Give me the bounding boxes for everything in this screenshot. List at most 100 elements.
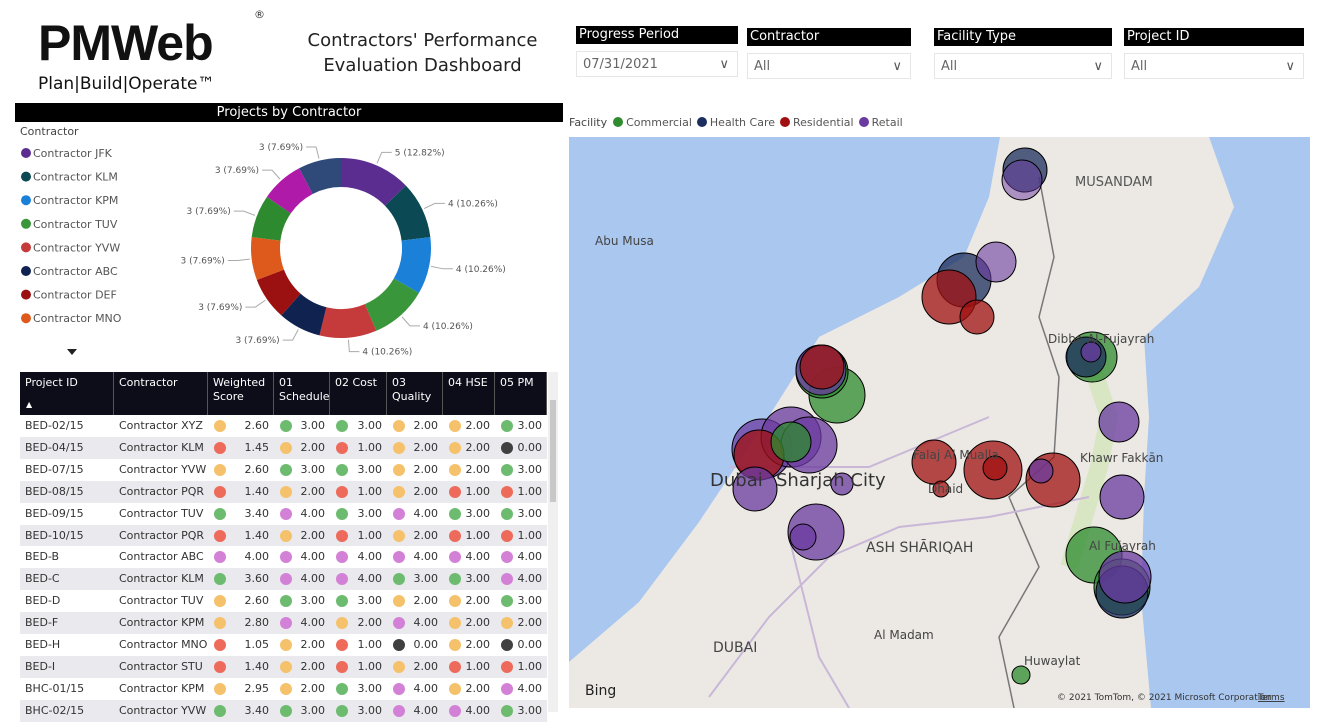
filter-dropdown[interactable]: All ∨	[747, 53, 911, 79]
donut-segment[interactable]	[384, 185, 431, 241]
table-cell: Contractor YVW	[119, 703, 207, 717]
score-value: 4.00	[465, 703, 491, 717]
score-value: 1.00	[517, 528, 543, 542]
donut-segment[interactable]	[281, 293, 327, 336]
legend-label[interactable]: Contractor TUV	[33, 218, 118, 231]
column-header[interactable]: Project ID	[20, 372, 114, 415]
donut-segment[interactable]	[299, 158, 341, 194]
legend-scroll[interactable]	[67, 349, 77, 355]
legend-label[interactable]: Contractor KPM	[33, 194, 118, 207]
legend-label[interactable]: Health Care	[709, 116, 775, 129]
place-label: DUBAI	[713, 640, 757, 656]
table-cell: BED-09/15	[25, 506, 84, 520]
legend-label[interactable]: Contractor JFK	[33, 147, 113, 160]
legend-label[interactable]: Contractor KLM	[33, 171, 118, 184]
legend-label[interactable]: Contractor MNO	[33, 312, 122, 325]
score-cell: 4.00	[443, 700, 495, 722]
bubble	[830, 472, 854, 496]
score-cell: 1.40	[208, 656, 274, 678]
table-cell: BED-04/15	[25, 440, 84, 454]
column-header[interactable]: 05 PM	[495, 372, 547, 415]
donut-segment[interactable]	[251, 196, 291, 241]
data-label: 5 (12.82%)	[395, 148, 445, 158]
status-dot	[449, 485, 461, 498]
status-dot	[336, 551, 348, 564]
score-value: 1.00	[357, 659, 383, 673]
map-legend: Facility Commercial Health Care Residential…	[569, 116, 908, 130]
status-dot	[214, 420, 226, 432]
score-cell: 2.60	[208, 459, 274, 481]
donut-segment[interactable]	[393, 237, 431, 293]
score-value: 4.00	[413, 703, 439, 717]
score-value: 2.80	[244, 616, 270, 630]
score-value: 1.00	[357, 638, 383, 651]
score-cell: 3.00	[495, 459, 547, 481]
legend-label[interactable]: Commercial	[626, 116, 692, 129]
legend-marker	[21, 218, 31, 229]
donut-segment[interactable]	[251, 237, 284, 280]
score-cell: 4.00	[274, 503, 330, 525]
donut-segment[interactable]	[319, 304, 377, 338]
status-dot	[214, 682, 226, 695]
filter-dropdown[interactable]: All ∨	[1124, 53, 1304, 79]
scrollbar-thumb[interactable]	[550, 400, 556, 502]
table-cell: BED-I	[25, 659, 56, 673]
score-value: 2.00	[413, 419, 439, 432]
score-cell: 4.00	[495, 546, 547, 568]
score-value: 3.00	[413, 572, 439, 586]
scrollbar[interactable]	[548, 372, 558, 712]
score-value: 4.00	[357, 572, 383, 586]
column-header[interactable]: 01 Schedule	[274, 372, 330, 415]
status-dot	[501, 617, 513, 630]
leader-line	[306, 146, 320, 159]
legend-marker	[21, 242, 31, 253]
score-value: 2.00	[357, 616, 383, 630]
donut-segment[interactable]	[364, 278, 419, 331]
status-dot	[280, 463, 292, 476]
status-dot	[501, 639, 513, 651]
legend-marker	[780, 117, 790, 127]
column-header[interactable]: 03 Quality	[387, 372, 443, 415]
score-cell: 2.60	[208, 590, 274, 612]
map-terms[interactable]: Terms	[1257, 693, 1285, 703]
legend-label[interactable]: Contractor ABC	[33, 265, 118, 278]
score-value: 4.00	[517, 550, 543, 564]
column-header[interactable]: 04 HSE	[443, 372, 495, 415]
filter-dropdown[interactable]: 07/31/2021 ∨	[576, 51, 738, 77]
table-cell: Contractor ABC	[119, 550, 204, 564]
column-header[interactable]: Contractor	[114, 372, 208, 415]
status-dot	[214, 507, 226, 520]
status-dot	[280, 704, 292, 717]
status-dot	[449, 507, 461, 520]
legend-label[interactable]: Residential	[793, 116, 854, 129]
legend-marker	[21, 148, 31, 158]
score-value: 4.00	[244, 550, 270, 564]
legend-label[interactable]: Retail	[871, 116, 903, 129]
score-value: 3.00	[300, 594, 326, 608]
legend-label[interactable]: Contractor YVW	[33, 241, 120, 254]
road	[708, 496, 1090, 698]
donut-segment[interactable]	[256, 269, 301, 316]
score-cell: 2.00	[443, 415, 495, 437]
score-cell: 1.00	[443, 525, 495, 547]
table-cell: BED-H	[25, 638, 61, 651]
column-header[interactable]: 02 Cost	[330, 372, 387, 415]
place-label: Falaj Al Mualla	[913, 448, 999, 462]
score-cell: 4.00	[387, 678, 443, 700]
column-header[interactable]: Weighted Score	[208, 372, 274, 415]
score-value: 2.60	[244, 462, 270, 476]
data-label: 3 (7.69%)	[198, 303, 242, 313]
score-cell: 1.40	[208, 481, 274, 503]
status-dot	[336, 704, 348, 717]
donut-segment[interactable]	[266, 168, 313, 214]
legend-label[interactable]: Contractor DEF	[33, 289, 117, 302]
sort-indicator: ▲	[26, 400, 33, 409]
status-dot	[214, 573, 226, 586]
donut-segment[interactable]	[341, 158, 406, 206]
bubble	[1001, 159, 1043, 201]
status-dot	[214, 551, 226, 564]
status-dot	[214, 595, 226, 608]
filter-dropdown[interactable]: All ∨	[934, 53, 1112, 79]
map-brand: Bing	[585, 683, 616, 699]
score-cell: 1.00	[330, 525, 387, 547]
